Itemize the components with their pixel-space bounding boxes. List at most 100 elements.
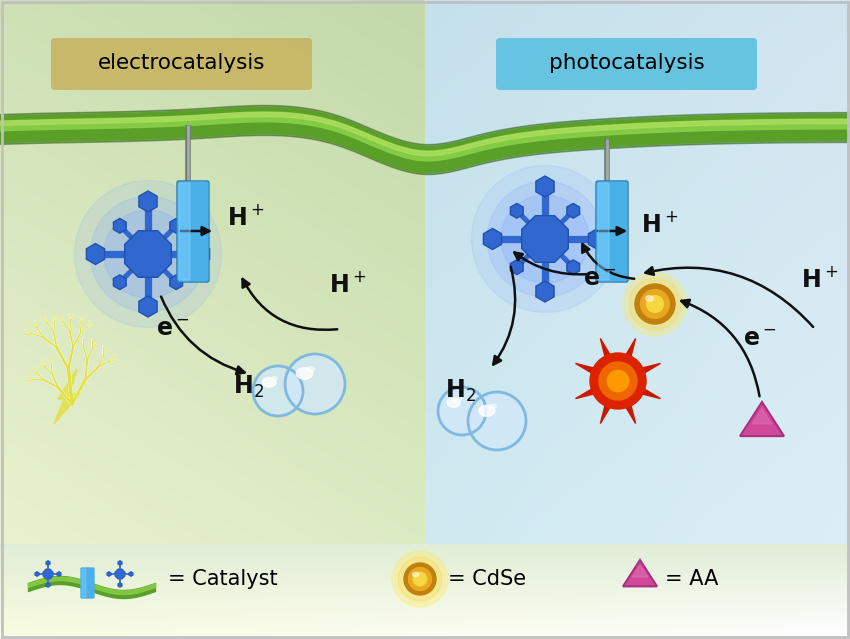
Polygon shape (510, 203, 523, 218)
Polygon shape (42, 569, 53, 579)
Ellipse shape (646, 296, 653, 301)
Polygon shape (575, 364, 596, 374)
Polygon shape (536, 176, 554, 197)
Circle shape (409, 567, 432, 590)
Circle shape (285, 354, 345, 414)
Polygon shape (113, 275, 126, 289)
Circle shape (647, 296, 663, 312)
Polygon shape (752, 408, 772, 424)
Polygon shape (115, 569, 125, 579)
Polygon shape (640, 364, 660, 374)
FancyArrowPatch shape (598, 227, 625, 235)
FancyBboxPatch shape (81, 568, 94, 598)
Circle shape (635, 284, 675, 324)
Ellipse shape (271, 376, 277, 380)
Ellipse shape (456, 397, 462, 401)
Polygon shape (522, 216, 569, 262)
Circle shape (468, 392, 526, 450)
Polygon shape (139, 296, 157, 317)
FancyBboxPatch shape (496, 38, 757, 90)
Polygon shape (118, 583, 122, 587)
Circle shape (253, 366, 303, 416)
Ellipse shape (297, 368, 313, 379)
Text: H$^+$: H$^+$ (227, 204, 264, 229)
Circle shape (413, 573, 427, 586)
Ellipse shape (412, 573, 418, 577)
FancyBboxPatch shape (596, 181, 628, 282)
FancyBboxPatch shape (179, 183, 190, 280)
Polygon shape (600, 403, 611, 424)
Ellipse shape (263, 378, 276, 387)
FancyArrowPatch shape (493, 266, 515, 364)
Polygon shape (87, 243, 105, 265)
Circle shape (75, 180, 222, 328)
Circle shape (487, 181, 603, 296)
Polygon shape (588, 229, 607, 249)
Polygon shape (113, 219, 126, 233)
Text: H$^+$: H$^+$ (641, 212, 678, 236)
Circle shape (404, 563, 436, 595)
FancyArrowPatch shape (514, 252, 587, 274)
Circle shape (501, 195, 589, 283)
FancyArrowPatch shape (681, 300, 760, 396)
FancyBboxPatch shape (597, 182, 627, 281)
Polygon shape (575, 388, 596, 399)
Polygon shape (600, 339, 611, 359)
Polygon shape (625, 403, 636, 424)
Ellipse shape (489, 404, 496, 409)
FancyBboxPatch shape (82, 569, 86, 597)
Polygon shape (54, 369, 80, 424)
Polygon shape (107, 571, 111, 576)
Polygon shape (632, 565, 648, 577)
Circle shape (90, 196, 206, 312)
Polygon shape (740, 402, 784, 436)
FancyBboxPatch shape (177, 181, 209, 282)
Polygon shape (118, 560, 122, 566)
Polygon shape (139, 191, 157, 212)
Ellipse shape (307, 367, 314, 371)
Circle shape (472, 166, 619, 312)
Text: H$^+$: H$^+$ (329, 272, 366, 296)
Polygon shape (567, 203, 580, 218)
Text: H$_2$: H$_2$ (233, 374, 264, 400)
Polygon shape (170, 275, 183, 289)
FancyArrowPatch shape (161, 296, 245, 374)
Text: e$^-$: e$^-$ (743, 327, 777, 351)
Circle shape (104, 210, 192, 298)
Circle shape (392, 551, 448, 607)
Polygon shape (510, 260, 523, 275)
FancyArrowPatch shape (645, 267, 813, 327)
FancyArrowPatch shape (582, 244, 634, 279)
Text: H$_2$: H$_2$ (445, 378, 475, 404)
Polygon shape (536, 281, 554, 302)
Text: = AA: = AA (665, 569, 718, 589)
Text: electrocatalysis: electrocatalysis (99, 53, 266, 73)
Polygon shape (46, 583, 50, 587)
Circle shape (438, 387, 486, 435)
Text: = Catalyst: = Catalyst (168, 569, 278, 589)
Polygon shape (170, 219, 183, 233)
Polygon shape (129, 571, 133, 576)
Ellipse shape (479, 405, 495, 417)
Circle shape (641, 289, 670, 318)
Text: photocatalysis: photocatalysis (549, 53, 705, 73)
Circle shape (629, 278, 681, 330)
Circle shape (599, 362, 637, 400)
Polygon shape (57, 571, 61, 576)
Circle shape (590, 353, 646, 409)
Circle shape (608, 371, 629, 392)
Polygon shape (640, 388, 660, 399)
FancyArrowPatch shape (242, 279, 337, 330)
Polygon shape (191, 243, 210, 265)
Text: = CdSe: = CdSe (448, 569, 526, 589)
Polygon shape (567, 260, 580, 275)
Text: e$^-$: e$^-$ (583, 267, 617, 291)
FancyArrowPatch shape (181, 227, 209, 235)
Ellipse shape (447, 398, 460, 407)
Polygon shape (35, 571, 39, 576)
Polygon shape (623, 560, 657, 587)
Polygon shape (46, 560, 50, 566)
FancyBboxPatch shape (178, 182, 208, 281)
Polygon shape (125, 231, 172, 277)
Text: H$^+$: H$^+$ (802, 266, 839, 291)
